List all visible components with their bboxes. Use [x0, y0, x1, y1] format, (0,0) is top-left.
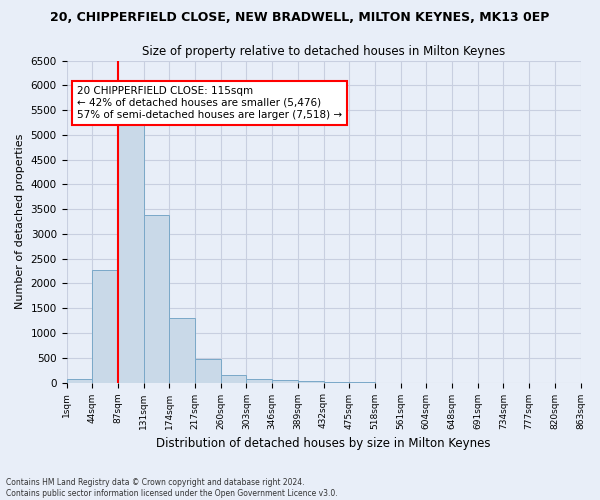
Bar	[272, 380, 298, 382]
Bar	[298, 381, 323, 382]
Bar	[143, 215, 169, 382]
Title: Size of property relative to detached houses in Milton Keynes: Size of property relative to detached ho…	[142, 45, 505, 58]
Bar	[195, 360, 221, 382]
Text: 20, CHIPPERFIELD CLOSE, NEW BRADWELL, MILTON KEYNES, MK13 0EP: 20, CHIPPERFIELD CLOSE, NEW BRADWELL, MI…	[50, 11, 550, 24]
Text: Contains HM Land Registry data © Crown copyright and database right 2024.
Contai: Contains HM Land Registry data © Crown c…	[6, 478, 338, 498]
Bar	[247, 379, 272, 382]
Bar	[67, 379, 92, 382]
Bar	[221, 375, 247, 382]
Y-axis label: Number of detached properties: Number of detached properties	[15, 134, 25, 309]
Bar	[118, 114, 143, 382]
X-axis label: Distribution of detached houses by size in Milton Keynes: Distribution of detached houses by size …	[156, 437, 491, 450]
Bar	[92, 270, 118, 382]
Text: 20 CHIPPERFIELD CLOSE: 115sqm
← 42% of detached houses are smaller (5,476)
57% o: 20 CHIPPERFIELD CLOSE: 115sqm ← 42% of d…	[77, 86, 342, 120]
Bar	[169, 318, 195, 382]
